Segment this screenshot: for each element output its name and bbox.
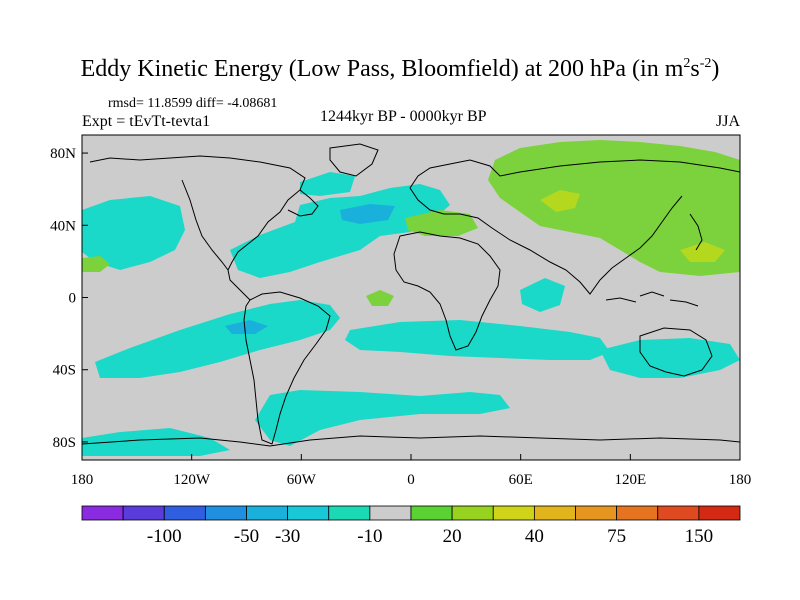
contour-south-pacific xyxy=(95,300,340,378)
lon-tick-label: 180 xyxy=(729,472,752,488)
lon-tick-label: 0 xyxy=(407,472,415,488)
coastline-eurasia xyxy=(409,159,740,295)
contour-north-pacific xyxy=(82,196,185,270)
lon-tick-label: 180 xyxy=(71,472,94,488)
lat-tick-label: 40S xyxy=(53,363,76,379)
colorbar-swatch xyxy=(204,505,247,521)
colorbar-swatch xyxy=(492,505,535,521)
contour-mediterranean xyxy=(405,210,478,236)
latitude-axis: 80N 40N 0 40S 80S xyxy=(50,146,88,451)
contour-south-pacific-core xyxy=(225,320,268,334)
coastline-greenland xyxy=(329,143,379,177)
coastline-africa xyxy=(393,231,501,351)
lon-tick-label: 120E xyxy=(614,472,646,488)
colorbar-swatch xyxy=(328,505,371,521)
colorbar-swatch xyxy=(575,505,618,521)
contour-north-atlantic-core xyxy=(340,204,395,224)
season-label: JJA xyxy=(716,113,741,130)
lon-tick-label: 60E xyxy=(509,472,533,488)
colorbar-label: -50 xyxy=(234,526,259,547)
figure-title: Eddy Kinetic Energy (Low Pass, Bloomfiel… xyxy=(80,56,720,82)
colorbar-label: -10 xyxy=(357,526,382,547)
anomaly-contours xyxy=(82,140,740,456)
coastline-north-america xyxy=(89,155,319,301)
contour-indian-ocean xyxy=(520,278,565,312)
lat-tick-label: 0 xyxy=(69,291,77,307)
colorbar-label: -100 xyxy=(147,526,182,547)
time-period: 1244kyr BP - 0000kyr BP xyxy=(320,108,487,125)
contour-west-africa-offshore xyxy=(366,290,394,306)
coastlines xyxy=(82,143,740,447)
contour-north-atlantic-west xyxy=(300,172,355,196)
colorbar-swatch xyxy=(369,505,412,521)
colorbar-swatch xyxy=(81,505,124,521)
colorbar-swatch xyxy=(287,505,330,521)
colorbar-swatch xyxy=(616,505,659,521)
experiment-label: Expt = tEvTt-tevta1 xyxy=(82,113,211,130)
lat-tick-label: 80N xyxy=(50,146,76,162)
lat-tick-label: 40N xyxy=(50,218,76,234)
colorbar-label: 150 xyxy=(685,526,714,547)
contour-antarctic-west xyxy=(82,428,230,456)
contour-east-asia-core xyxy=(680,242,725,262)
colorbar-label: 75 xyxy=(607,526,626,547)
longitude-axis: 180 120W 60W 0 60E 120E 180 xyxy=(71,454,752,488)
contour-south-atlantic xyxy=(345,320,610,360)
lon-tick-label: 60W xyxy=(287,472,317,488)
contour-australia-band xyxy=(600,338,740,378)
contour-eurasia-core xyxy=(540,190,580,212)
colorbar-swatch xyxy=(533,505,576,521)
contour-north-america xyxy=(230,184,450,278)
lat-tick-label: 80S xyxy=(53,435,76,451)
rmsd-diff-stats: rmsd= 11.8599 diff= -4.08681 xyxy=(108,96,278,111)
colorbar-swatch xyxy=(122,505,165,521)
contour-pacific-east xyxy=(82,256,110,272)
coastline-indonesia xyxy=(605,291,699,307)
colorbar-swatch xyxy=(451,505,494,521)
contour-eurasia xyxy=(488,140,740,276)
colorbar-swatch xyxy=(657,505,700,521)
contour-southern-ocean xyxy=(255,390,510,446)
colorbar: -100 -50 -30 -10 20 40 75 150 xyxy=(81,505,741,547)
colorbar-swatch xyxy=(246,505,289,521)
lon-tick-label: 120W xyxy=(173,472,211,488)
coastline-antarctica xyxy=(82,435,740,447)
colorbar-swatch xyxy=(163,505,206,521)
colorbar-swatch xyxy=(410,505,453,521)
coastline-australia xyxy=(639,327,713,377)
colorbar-label: 40 xyxy=(525,526,544,547)
coastline-japan xyxy=(689,213,703,251)
coastline-south-america xyxy=(243,291,331,445)
colorbar-label: -30 xyxy=(275,526,300,547)
colorbar-label: 20 xyxy=(443,526,462,547)
colorbar-swatch xyxy=(698,505,741,521)
